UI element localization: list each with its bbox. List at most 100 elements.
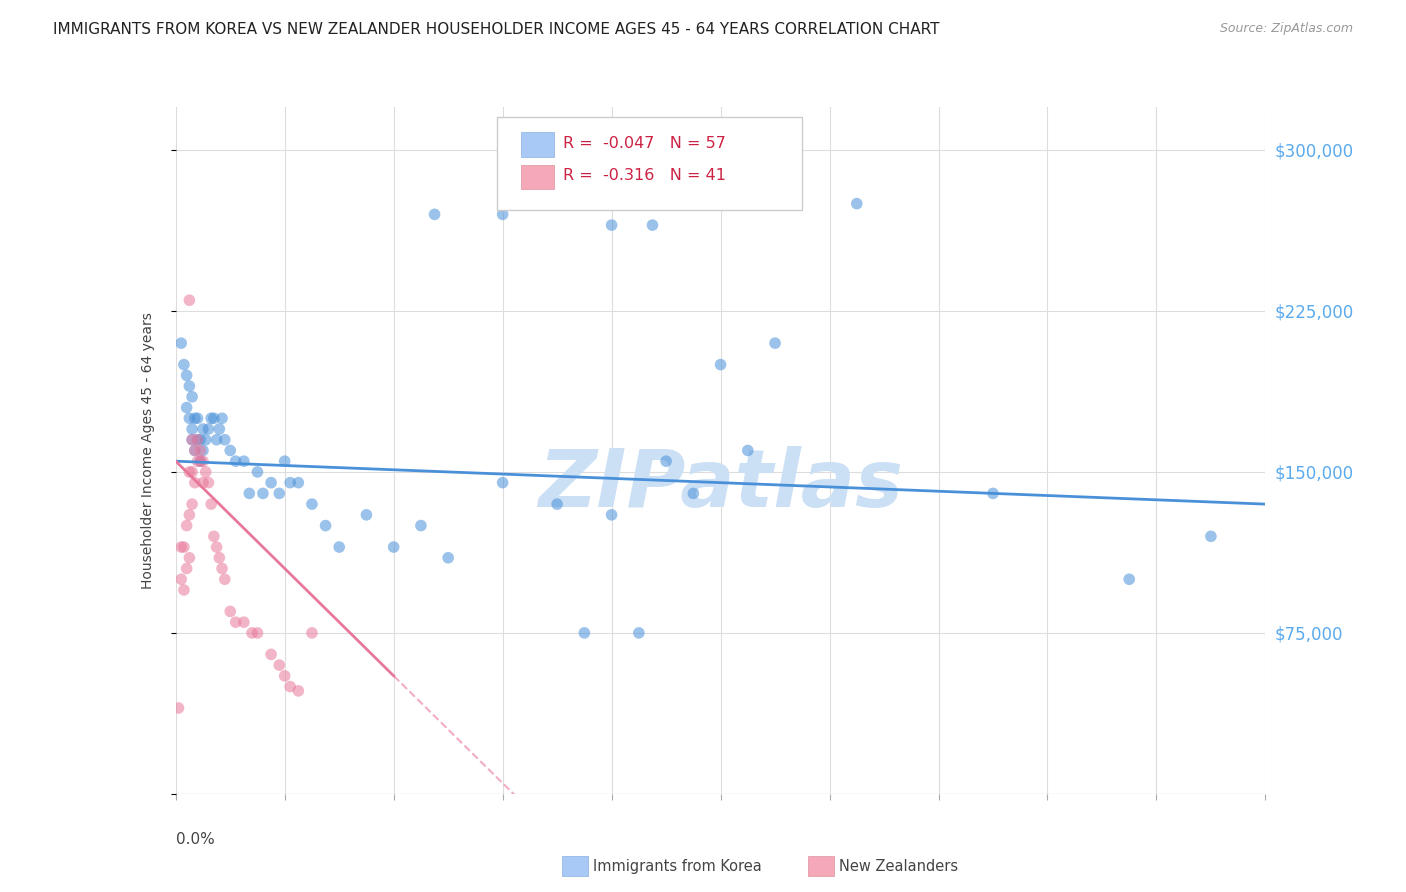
Text: R =  -0.316   N = 41: R = -0.316 N = 41 xyxy=(562,169,725,183)
Point xyxy=(194,433,217,447)
Point xyxy=(710,358,733,372)
Point xyxy=(287,475,309,490)
Point xyxy=(188,454,211,468)
Point xyxy=(328,540,350,554)
Point xyxy=(181,497,204,511)
Point xyxy=(981,486,1004,500)
Point xyxy=(186,411,209,425)
Bar xyxy=(522,132,554,157)
Point xyxy=(600,508,623,522)
Point xyxy=(197,422,219,436)
Text: Immigrants from Korea: Immigrants from Korea xyxy=(593,859,762,873)
Point xyxy=(315,518,337,533)
Point xyxy=(1199,529,1222,543)
Point xyxy=(437,550,460,565)
Point xyxy=(194,465,217,479)
Point xyxy=(170,572,193,586)
Point xyxy=(181,390,204,404)
Point xyxy=(191,454,214,468)
Point xyxy=(219,604,242,618)
Point xyxy=(181,433,204,447)
Point xyxy=(269,486,291,500)
Point xyxy=(356,508,378,522)
Point xyxy=(278,475,301,490)
Point xyxy=(202,411,225,425)
Point xyxy=(200,411,222,425)
Point xyxy=(845,196,868,211)
Point xyxy=(184,475,207,490)
Point xyxy=(170,540,193,554)
Point xyxy=(382,540,405,554)
Point xyxy=(173,582,195,597)
Bar xyxy=(522,165,554,189)
Point xyxy=(238,486,260,500)
Point xyxy=(191,422,214,436)
Text: New Zealanders: New Zealanders xyxy=(839,859,959,873)
Point xyxy=(574,626,596,640)
Text: Source: ZipAtlas.com: Source: ZipAtlas.com xyxy=(1219,22,1353,36)
Point xyxy=(301,626,323,640)
Point xyxy=(260,475,283,490)
Point xyxy=(225,615,247,630)
Point xyxy=(179,508,201,522)
Text: R =  -0.047   N = 57: R = -0.047 N = 57 xyxy=(562,136,725,151)
Text: ZIPatlas: ZIPatlas xyxy=(538,446,903,524)
Point xyxy=(181,433,204,447)
Point xyxy=(208,422,231,436)
Y-axis label: Householder Income Ages 45 - 64 years: Householder Income Ages 45 - 64 years xyxy=(141,312,155,589)
Point xyxy=(600,218,623,232)
Point xyxy=(176,368,198,383)
Point xyxy=(188,433,211,447)
Point xyxy=(181,422,204,436)
Point xyxy=(252,486,274,500)
Point xyxy=(278,680,301,694)
Point xyxy=(546,497,568,511)
Point xyxy=(246,465,269,479)
Point xyxy=(205,433,228,447)
Point xyxy=(179,293,201,308)
Point xyxy=(287,683,309,698)
Point xyxy=(202,529,225,543)
Point xyxy=(176,518,198,533)
Point xyxy=(214,572,236,586)
Point xyxy=(274,454,297,468)
Point xyxy=(627,626,650,640)
Point xyxy=(205,540,228,554)
Point xyxy=(1118,572,1140,586)
Point xyxy=(181,465,204,479)
Point xyxy=(423,207,446,221)
Point xyxy=(184,411,207,425)
Point xyxy=(191,475,214,490)
Point xyxy=(492,475,515,490)
Point xyxy=(188,454,211,468)
Point xyxy=(232,454,254,468)
Point xyxy=(167,701,190,715)
Point xyxy=(208,550,231,565)
Text: 0.0%: 0.0% xyxy=(176,831,215,847)
Point xyxy=(301,497,323,511)
Point xyxy=(186,433,209,447)
Point xyxy=(682,486,704,500)
Point xyxy=(184,443,207,458)
Point xyxy=(219,443,242,458)
Point xyxy=(763,336,786,351)
Point xyxy=(211,411,233,425)
Point xyxy=(176,401,198,415)
Point xyxy=(170,336,193,351)
Point xyxy=(737,443,759,458)
Point xyxy=(173,540,195,554)
Text: IMMIGRANTS FROM KOREA VS NEW ZEALANDER HOUSEHOLDER INCOME AGES 45 - 64 YEARS COR: IMMIGRANTS FROM KOREA VS NEW ZEALANDER H… xyxy=(53,22,941,37)
Point xyxy=(186,454,209,468)
Point xyxy=(200,497,222,511)
Point xyxy=(184,443,207,458)
Point xyxy=(211,561,233,575)
Point xyxy=(186,433,209,447)
Point xyxy=(173,358,195,372)
Point xyxy=(179,411,201,425)
Point xyxy=(246,626,269,640)
Point xyxy=(197,475,219,490)
Point xyxy=(655,454,678,468)
Point xyxy=(179,379,201,393)
Point xyxy=(260,648,283,662)
Point xyxy=(240,626,263,640)
